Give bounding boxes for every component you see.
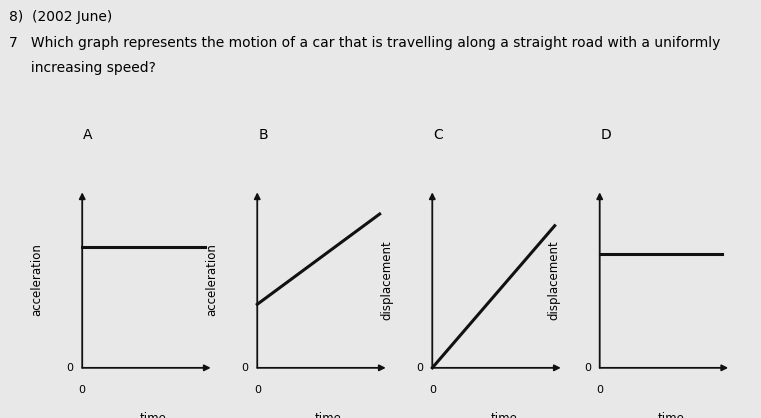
- Text: time: time: [315, 412, 342, 418]
- Text: 0: 0: [78, 385, 86, 395]
- Text: B: B: [258, 127, 268, 142]
- Text: 0: 0: [596, 385, 603, 395]
- Text: D: D: [600, 127, 611, 142]
- Text: 0: 0: [584, 363, 591, 373]
- Text: 7   Which graph represents the motion of a car that is travelling along a straig: 7 Which graph represents the motion of a…: [9, 36, 721, 49]
- Text: acceleration: acceleration: [30, 244, 43, 316]
- Text: time: time: [140, 412, 167, 418]
- Text: C: C: [433, 127, 443, 142]
- Text: acceleration: acceleration: [205, 244, 218, 316]
- Text: time: time: [490, 412, 517, 418]
- Text: 8)  (2002 June): 8) (2002 June): [9, 10, 113, 24]
- Text: increasing speed?: increasing speed?: [9, 61, 156, 74]
- Text: 0: 0: [428, 385, 436, 395]
- Text: displacement: displacement: [548, 240, 561, 320]
- Text: 0: 0: [253, 385, 261, 395]
- Text: A: A: [83, 127, 93, 142]
- Text: 0: 0: [242, 363, 249, 373]
- Text: 0: 0: [67, 363, 74, 373]
- Text: displacement: displacement: [380, 240, 393, 320]
- Text: time: time: [658, 412, 684, 418]
- Text: 0: 0: [417, 363, 424, 373]
